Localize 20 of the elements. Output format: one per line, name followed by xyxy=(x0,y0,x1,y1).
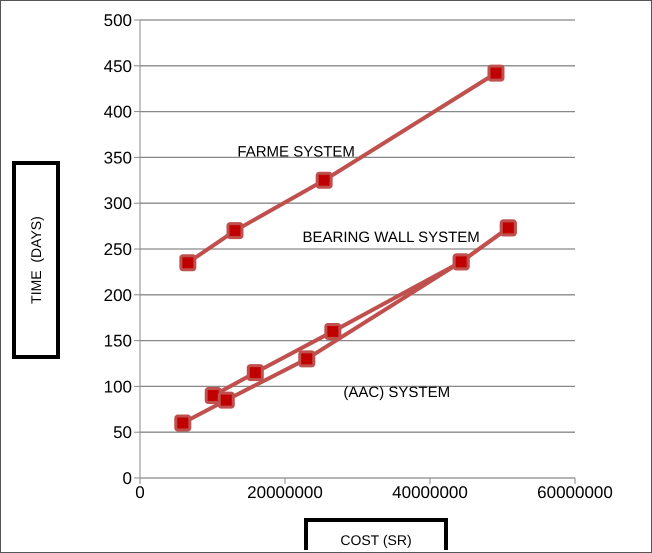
y-tick-label: 400 xyxy=(104,102,132,122)
x-tick-label: 40000000 xyxy=(392,483,468,502)
y-tick-label: 200 xyxy=(104,286,132,305)
y-tick-label: 350 xyxy=(104,148,132,168)
y-axis-title: TIME (DAYS) xyxy=(28,216,44,304)
y-tick-label: 150 xyxy=(104,332,132,351)
series-label: BEARING WALL SYSTEM xyxy=(302,228,480,246)
y-tick-label: 0 xyxy=(122,469,132,488)
x-tick-label: 20000000 xyxy=(247,483,323,502)
x-axis-title: COST (SR) xyxy=(304,518,448,550)
y-tick-label: 300 xyxy=(104,194,132,214)
y-tick-label: 50 xyxy=(113,423,132,442)
y-tick-label: 250 xyxy=(104,240,132,260)
y-tick-label: 500 xyxy=(104,11,132,30)
y-tick-label: 450 xyxy=(104,56,132,76)
x-tick-label: 0 xyxy=(135,483,145,502)
text: (AAC) SYSTEM xyxy=(343,384,450,401)
x-tick-label: 60000000 xyxy=(537,483,613,502)
series-label: FARME SYSTEM xyxy=(237,143,355,160)
y-tick-label: 100 xyxy=(104,377,132,396)
